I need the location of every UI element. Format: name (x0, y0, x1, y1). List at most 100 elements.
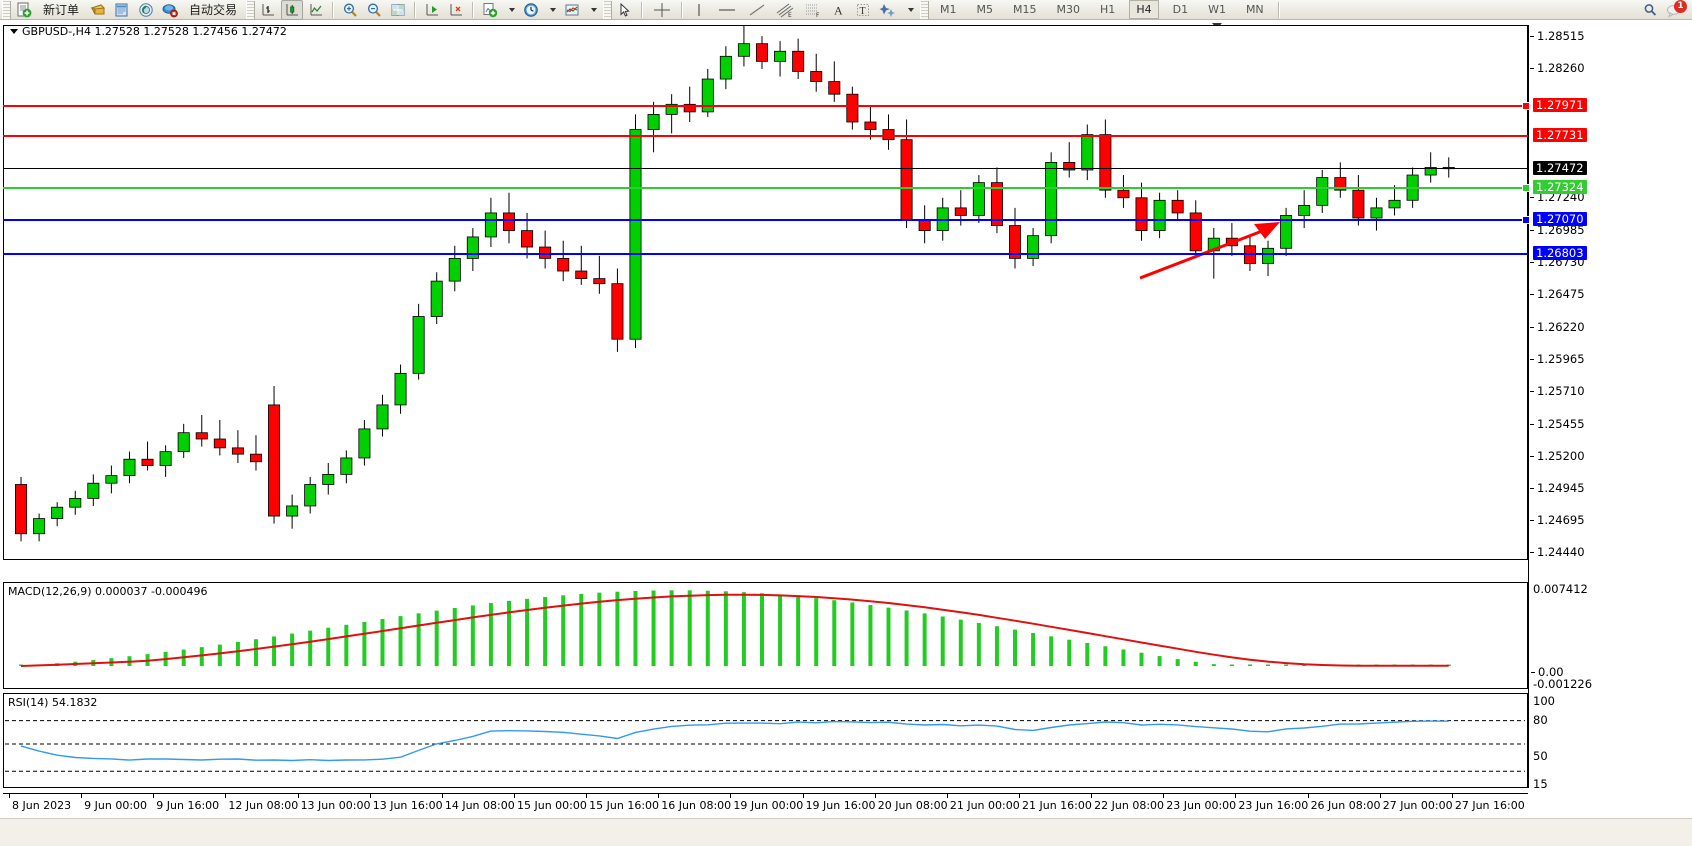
time-axis-tick (369, 793, 371, 798)
templates-icon[interactable] (479, 0, 501, 20)
rsi-series (5, 720, 1525, 772)
new-order-button[interactable] (13, 0, 35, 20)
svg-text:A: A (834, 3, 843, 17)
time-axis-tick (802, 793, 804, 798)
time-axis-tick (1235, 793, 1237, 798)
timeframe-m5[interactable]: M5 (968, 0, 1003, 20)
indicators-dropdown-caret[interactable] (585, 0, 600, 20)
time-axis-label: 12 Jun 08:00 (228, 799, 299, 812)
shift-end-icon[interactable] (421, 0, 443, 20)
symbol-dropdown-icon[interactable] (10, 29, 18, 34)
search-icon[interactable] (1639, 0, 1661, 20)
price-label-support-green[interactable]: 1.27324 (1533, 179, 1587, 194)
line-chart-icon[interactable] (305, 0, 327, 20)
rsi-pane[interactable]: RSI(14) 54.1832 (3, 693, 1528, 788)
time-axis-tick (586, 793, 588, 798)
timeframe-h1-label: H1 (1100, 3, 1116, 16)
time-axis-label: 13 Jun 16:00 (372, 799, 443, 812)
macd-pane[interactable]: MACD(12,26,9) 0.000037 -0.000496 (3, 582, 1528, 689)
price-label-support-2[interactable]: 1.26803 (1533, 245, 1587, 260)
toolbar-separator-6 (1277, 1, 1280, 18)
price-tick: 1.26475 (1530, 287, 1585, 301)
macd-tick-min: -0.001226 (1533, 677, 1593, 691)
crosshair-icon[interactable] (648, 0, 676, 20)
price-pane[interactable]: GBPUSD-,H4 1.27528 1.27528 1.27456 1.274… (3, 25, 1528, 560)
price-tick: 1.24945 (1530, 481, 1585, 495)
navigator-icon[interactable] (135, 0, 157, 20)
trendline-icon[interactable] (744, 0, 770, 20)
templates-dropdown-caret[interactable] (503, 0, 518, 20)
alerts-badge-count: 1 (1674, 0, 1687, 13)
time-axis-label: 23 Jun 16:00 (1238, 799, 1309, 812)
chart-area[interactable]: GBPUSD-,H4 1.27528 1.27528 1.27456 1.274… (0, 20, 1692, 845)
autotrade-icon[interactable] (159, 0, 181, 20)
timeframe-m1[interactable]: M1 (931, 0, 966, 20)
alerts-icon[interactable]: 1 (1663, 0, 1687, 20)
macd-series (19, 590, 1451, 667)
level-handle-resistance-2[interactable] (1522, 101, 1530, 110)
toolbar-separator-4 (641, 1, 644, 18)
cursor-icon[interactable] (614, 0, 636, 20)
price-label-support-1[interactable]: 1.27070 (1533, 211, 1587, 226)
level-line-resistance-1[interactable] (3, 135, 1528, 138)
equidistant-channel-icon[interactable]: E (772, 0, 798, 20)
period-icon[interactable] (520, 0, 542, 20)
level-line-support-green[interactable] (3, 186, 1528, 189)
level-handle-support-1[interactable] (1522, 215, 1530, 224)
vline-icon[interactable] (688, 0, 710, 20)
time-axis-tick (81, 793, 83, 798)
level-line-resistance-2[interactable] (3, 104, 1528, 107)
time-axis-label: 16 Jun 08:00 (661, 799, 732, 812)
timeframe-m15[interactable]: M15 (1004, 0, 1046, 20)
timeframe-h4[interactable]: H4 (1126, 0, 1161, 20)
bullish-trend-arrow[interactable] (1134, 214, 1294, 284)
terminal-icon[interactable] (111, 0, 133, 20)
text-icon[interactable]: T (852, 0, 874, 20)
time-axis[interactable]: 8 Jun 2023 9 Jun 00:00 9 Jun 16:00 12 Jun 0… (3, 793, 1528, 814)
time-axis-tick (225, 793, 227, 798)
grid-icon[interactable] (387, 0, 409, 20)
time-axis-label: 8 Jun 2023 (12, 799, 72, 812)
toolbar-grip-1[interactable] (2, 0, 11, 19)
level-handle-support-green[interactable] (1522, 183, 1530, 192)
price-tick: 1.28260 (1530, 61, 1585, 75)
level-line-support-2[interactable] (3, 252, 1528, 255)
new-order-label-button[interactable]: 新订单 (37, 0, 85, 20)
candlestick-chart-icon[interactable] (281, 0, 304, 20)
text-label-icon[interactable]: A (828, 0, 850, 20)
time-axis-label: 21 Jun 00:00 (949, 799, 1020, 812)
autotrade-label-button[interactable]: 自动交易 (183, 0, 243, 20)
timeframe-w1[interactable]: W1 (1199, 0, 1235, 20)
status-bar (0, 818, 1692, 846)
price-label-resistance-2[interactable]: 1.27971 (1533, 97, 1587, 112)
toolbar-grip-3[interactable] (603, 0, 613, 19)
toolbar-grip-4[interactable] (920, 0, 930, 19)
bar-chart-icon[interactable] (257, 0, 279, 20)
zoom-in-icon[interactable] (339, 0, 361, 20)
timeframe-d1-label: D1 (1172, 3, 1189, 16)
time-axis-label: 13 Jun 00:00 (300, 799, 371, 812)
toolbar-grip-2[interactable] (246, 0, 256, 19)
timeframe-h1[interactable]: H1 (1091, 0, 1124, 20)
period-dropdown-caret[interactable] (544, 0, 559, 20)
time-axis-tick (9, 793, 10, 798)
indicators-icon[interactable] (561, 0, 583, 20)
auto-scroll-icon[interactable] (445, 0, 467, 20)
timeframe-m30[interactable]: M30 (1048, 0, 1090, 20)
shapes-icon[interactable] (876, 0, 900, 20)
hline-icon[interactable] (712, 0, 742, 20)
symbol-header[interactable]: GBPUSD-,H4 1.27528 1.27528 1.27456 1.274… (10, 25, 287, 38)
timeframe-d1[interactable]: D1 (1164, 0, 1197, 20)
rsi-tick-50: 50 (1533, 749, 1548, 763)
timeframe-m30-label: M30 (1056, 3, 1081, 16)
svg-text:F: F (816, 12, 820, 18)
main-toolbar: 新订单 自动交易 (0, 0, 1692, 20)
zoom-out-icon[interactable] (363, 0, 385, 20)
price-label-resistance-1[interactable]: 1.27731 (1533, 128, 1587, 143)
shapes-dropdown-caret[interactable] (902, 0, 917, 20)
fibonacci-icon[interactable]: F (800, 0, 826, 20)
level-line-support-1[interactable] (3, 218, 1528, 221)
timeframe-mn[interactable]: MN (1237, 0, 1273, 20)
wallet-icon[interactable] (87, 0, 109, 20)
